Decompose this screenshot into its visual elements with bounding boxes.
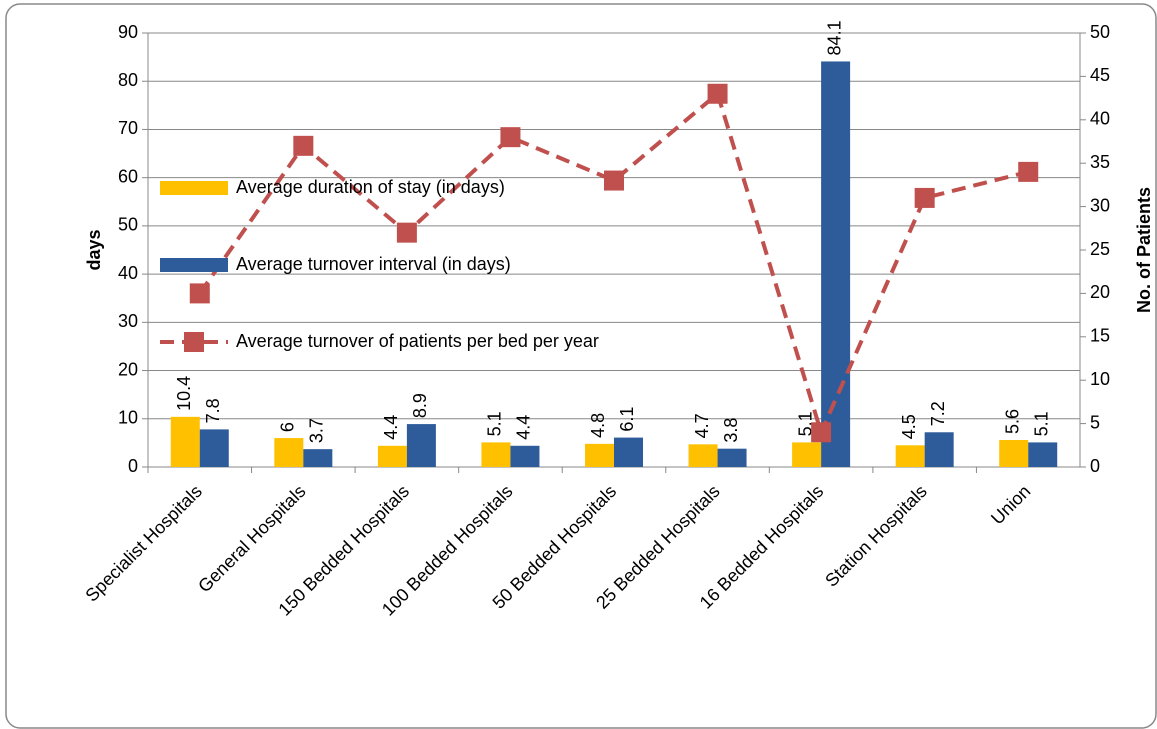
marker bbox=[914, 187, 935, 208]
y-tick-label: 10 bbox=[118, 408, 138, 428]
value-label: 6 bbox=[278, 422, 298, 432]
bar bbox=[614, 437, 643, 467]
bar bbox=[481, 442, 511, 467]
value-label: 4.4 bbox=[514, 415, 534, 440]
marker bbox=[396, 222, 417, 243]
value-label: 4.5 bbox=[899, 414, 919, 439]
y-tick-label: 80 bbox=[118, 70, 138, 90]
y2-tick-label: 5 bbox=[1090, 412, 1100, 432]
legend-swatch bbox=[160, 258, 228, 272]
y2-tick-label: 0 bbox=[1090, 456, 1100, 476]
value-label: 5.6 bbox=[1002, 409, 1022, 434]
y-tick-label: 70 bbox=[118, 118, 138, 138]
value-label: 5.1 bbox=[1031, 411, 1051, 436]
y-tick-label: 90 bbox=[118, 22, 138, 42]
bar bbox=[199, 429, 229, 467]
bar bbox=[999, 439, 1029, 467]
value-label: 3.7 bbox=[307, 418, 327, 443]
value-label: 7.2 bbox=[928, 401, 948, 426]
bar bbox=[585, 443, 614, 467]
line bbox=[198, 90, 1029, 439]
marker bbox=[1018, 161, 1039, 182]
y-tick-label: 40 bbox=[118, 263, 138, 283]
bar bbox=[510, 445, 540, 467]
value-label: 84.1 bbox=[824, 20, 844, 55]
bar bbox=[924, 432, 954, 467]
bar bbox=[895, 445, 925, 467]
y2-tick-label: 35 bbox=[1090, 152, 1110, 172]
marker bbox=[811, 422, 832, 443]
marker bbox=[293, 135, 314, 156]
y2-tick-label: 45 bbox=[1090, 65, 1110, 85]
y2-tick-label: 15 bbox=[1090, 326, 1110, 346]
legend-label: Average turnover interval (in days) bbox=[236, 254, 511, 274]
y-tick-label: 0 bbox=[128, 456, 138, 476]
chart-border bbox=[5, 3, 1157, 729]
legend-swatch bbox=[160, 181, 228, 195]
value-label: 3.8 bbox=[721, 418, 741, 443]
y-tick-label: 60 bbox=[118, 166, 138, 186]
legend-marker bbox=[184, 332, 204, 352]
y2-axis-label: No. of Patients bbox=[1134, 187, 1154, 313]
y2-tick-label: 30 bbox=[1090, 195, 1110, 215]
y2-tick-label: 50 bbox=[1090, 22, 1110, 42]
bar bbox=[1028, 442, 1058, 467]
value-label: 5.1 bbox=[795, 411, 815, 436]
bar bbox=[170, 416, 200, 467]
y2-tick-label: 20 bbox=[1090, 282, 1110, 302]
value-label: 6.1 bbox=[617, 407, 637, 432]
value-label: 4.7 bbox=[692, 413, 712, 438]
marker bbox=[707, 83, 728, 104]
y-tick-label: 50 bbox=[118, 215, 138, 235]
bar bbox=[717, 448, 747, 467]
value-label: 4.4 bbox=[381, 415, 401, 440]
y-axis-label: days bbox=[84, 229, 104, 270]
legend-label: Average duration of stay (in days) bbox=[236, 177, 505, 197]
marker bbox=[500, 127, 521, 148]
value-label: 5.1 bbox=[485, 411, 505, 436]
marker bbox=[604, 170, 624, 191]
value-label: 4.8 bbox=[588, 413, 608, 438]
bar bbox=[821, 61, 851, 467]
legend-label: Average turnover of patients per bed per… bbox=[236, 331, 599, 351]
value-label: 8.9 bbox=[410, 393, 430, 418]
bar bbox=[274, 438, 304, 467]
y-tick-label: 20 bbox=[118, 359, 138, 379]
marker bbox=[189, 283, 210, 304]
y2-tick-label: 40 bbox=[1090, 109, 1110, 129]
bar bbox=[377, 445, 407, 467]
y2-tick-label: 10 bbox=[1090, 369, 1110, 389]
bar bbox=[406, 424, 436, 467]
value-label: 10.4 bbox=[174, 376, 194, 411]
y-tick-label: 30 bbox=[118, 311, 138, 331]
value-label: 7.8 bbox=[203, 398, 223, 423]
bar bbox=[792, 442, 822, 467]
y2-tick-label: 25 bbox=[1090, 239, 1110, 259]
bar bbox=[303, 449, 333, 467]
bar bbox=[688, 444, 718, 467]
